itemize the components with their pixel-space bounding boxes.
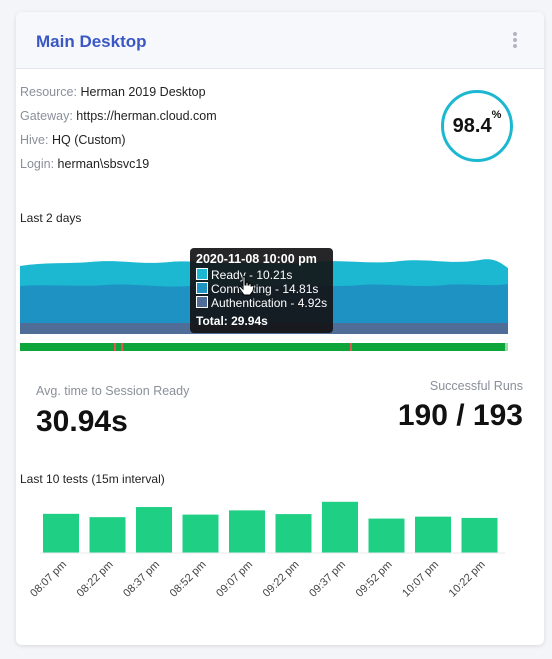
avg-session-label: Avg. time to Session Ready [36,384,190,398]
tooltip-ready: Ready - 10.21s [211,268,293,282]
hive-value: HQ (Custom) [51,133,126,147]
history-label: Last 2 days [20,211,82,225]
x-tick-label: 08:37 pm [121,559,162,600]
status-fail-mark [121,343,123,351]
kebab-vertical-icon[interactable] [512,32,518,48]
resource-value: Herman 2019 Desktop [80,85,206,99]
status-fail-mark [505,343,508,351]
connecting-swatch [196,282,208,294]
tooltip-ready-row: Ready - 10.21s [196,268,292,282]
login-row: Login: herman\sbsvc19 [20,156,217,180]
gateway-value: https://herman.cloud.com [76,109,217,123]
x-tick-label: 08:07 pm [28,559,69,600]
x-tick-label: 10:07 pm [400,559,441,600]
gateway-label: Gateway: [20,109,73,123]
hand-cursor-icon [238,276,254,296]
x-tick-label: 09:22 pm [261,559,302,600]
bar-09-52-pm[interactable] [368,518,405,553]
gateway-row: Gateway: https://herman.cloud.com [20,108,217,132]
tooltip-connecting: Connecting - 14.81s [211,282,319,296]
authentication-swatch [196,296,208,308]
x-tick-label: 08:52 pm [168,559,209,600]
hive-label: Hive: [20,133,49,147]
resource-details: Resource: Herman 2019 Desktop Gateway: h… [20,84,217,180]
login-value: herman\sbsvc19 [57,157,150,171]
bar-08-37-pm[interactable] [136,507,172,553]
hive-row: Hive: HQ (Custom) [20,132,217,156]
x-tick-label: 09:52 pm [354,559,395,600]
history-tooltip: 2020-11-08 10:00 pm Ready - 10.21s Conne… [190,248,333,333]
resource-row: Resource: Herman 2019 Desktop [20,84,217,108]
tooltip-connecting-row: Connecting - 14.81s [196,282,318,296]
login-label: Login: [20,157,55,171]
recent-tests-label: Last 10 tests (15m interval) [20,472,165,486]
bar-08-22-pm[interactable] [89,517,126,553]
bar-09-22-pm[interactable] [275,514,312,553]
bar-10-22-pm[interactable] [461,517,498,553]
resource-label: Resource: [20,85,77,99]
success-rate-unit: % [491,109,502,121]
successful-runs-value: 190 / 193 [397,399,523,432]
ready-swatch [196,268,208,280]
bar-10-07-pm[interactable] [415,516,451,553]
success-rate-value: 98.4% [452,109,502,137]
recent-tests-bar-chart[interactable]: 08:07 pm 08:22 pm 08:37 pm 08:52 pm 09:07 pm… [20,490,520,630]
x-tick-label: 09:07 pm [214,559,255,600]
card-title: Main Desktop [36,32,147,51]
tooltip-total: Total: 29.94s [196,314,268,328]
avg-session-value: 30.94s [36,405,128,438]
tooltip-authentication: Authentication - 4.92s [211,296,328,310]
bar-09-07-pm[interactable] [229,510,265,553]
tooltip-authentication-row: Authentication - 4.92s [196,296,327,310]
x-tick-label: 10:22 pm [447,559,488,600]
x-tick-label: 08:22 pm [75,559,116,600]
bar-08-52-pm[interactable] [182,514,219,553]
status-fail-mark [114,343,116,351]
success-rate-ring: 98.4% [441,90,513,162]
tooltip-title: 2020-11-08 10:00 pm [196,252,317,266]
bar-08-07-pm[interactable] [43,513,79,553]
card-header: Main Desktop [16,12,544,69]
bar-09-37-pm[interactable] [322,501,358,553]
status-strip [20,343,508,351]
x-tick-label: 09:37 pm [307,559,348,600]
successful-runs-label: Successful Runs [429,379,523,393]
status-fail-mark [350,343,352,351]
